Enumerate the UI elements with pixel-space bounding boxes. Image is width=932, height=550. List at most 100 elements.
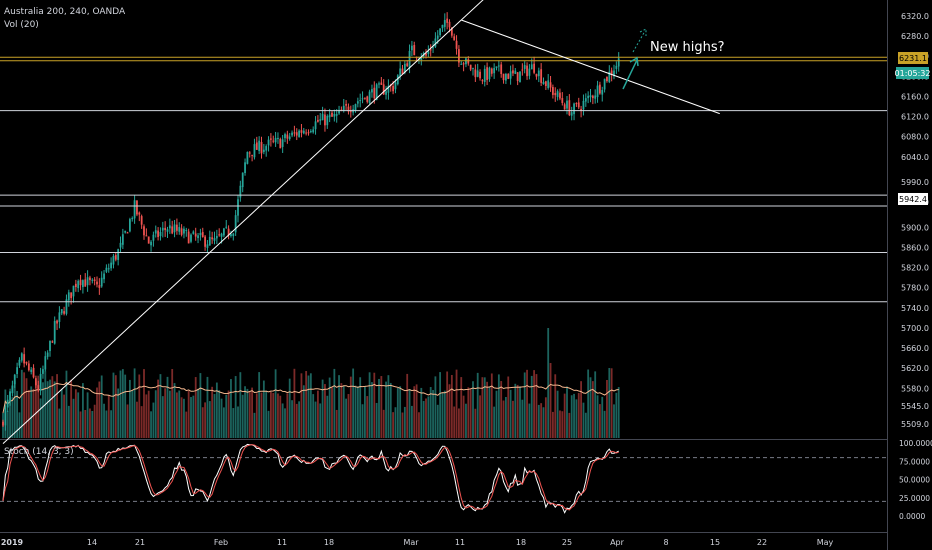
volume-bar [72, 398, 75, 438]
candle-body [368, 91, 371, 104]
candle-body [333, 113, 336, 117]
price-tick-label: 5780.0 [901, 284, 929, 293]
candle-body [549, 82, 552, 88]
current-price-label: 6231.1 [899, 54, 927, 63]
volume-bar [361, 404, 364, 438]
candle-body [326, 115, 329, 126]
volume-bar [241, 394, 244, 438]
candle-body [359, 99, 362, 101]
volume-bar [526, 369, 528, 438]
volume-bar [114, 375, 117, 438]
candle-body [277, 137, 279, 139]
volume-bar [298, 401, 300, 438]
volume-bar [70, 379, 73, 438]
volume-bar [37, 375, 40, 438]
trendlines[interactable] [2, 0, 720, 444]
volume-bar [213, 394, 216, 438]
candle-body [30, 369, 33, 372]
stoch-tick-label: 25.0000 [899, 494, 930, 503]
volume-bar [159, 374, 162, 438]
volume-bar [317, 390, 319, 438]
candle-body [60, 309, 63, 314]
ascending-trendline[interactable] [2, 0, 520, 444]
candle-body [82, 280, 84, 288]
volume-bar [460, 377, 463, 438]
price-tick-label: 5660.0 [901, 344, 929, 353]
volume-bar [502, 400, 505, 438]
candle-body [190, 234, 192, 242]
price-tick-label: 5580.0 [901, 384, 929, 393]
volume-bar [39, 398, 42, 438]
volume-bar [422, 401, 425, 438]
candle-body [493, 68, 496, 74]
volume-bar [220, 398, 223, 438]
volume-bar [232, 408, 235, 438]
candle-body [192, 231, 195, 234]
volume-bar [382, 409, 385, 438]
candle-body [371, 89, 373, 93]
volume-bar [411, 405, 413, 438]
symbol-legend[interactable]: Australia 200, 240, OANDA [4, 7, 126, 17]
candle-body [161, 227, 164, 231]
price-tick-label: 6280.0 [901, 32, 929, 41]
candle-body [284, 134, 286, 139]
volume-bar [371, 382, 373, 438]
candle-body [615, 65, 618, 69]
candle-body [86, 277, 89, 286]
volume-bar [495, 390, 498, 438]
candle-body [204, 236, 206, 247]
candle-body [526, 65, 528, 77]
candle-body [589, 95, 592, 98]
time-axis[interactable]: 2019 14 21 Feb 11 18 Mar 11 18 25 Apr 8 15 22 May [1, 538, 834, 547]
candle-body [542, 81, 545, 85]
volume-bar [342, 385, 345, 438]
volume-bar [328, 377, 331, 438]
volume-bar [509, 389, 512, 438]
annotation-arrow[interactable] [622, 28, 647, 90]
volume-bar [314, 401, 317, 438]
volume-bar [223, 407, 225, 438]
candle-body [213, 238, 216, 241]
candle-body [133, 200, 136, 219]
price-tick-label: 5700.0 [901, 324, 929, 333]
candle-body [580, 108, 582, 111]
candle-body [373, 87, 376, 99]
candle-body [500, 64, 503, 74]
time-tick-label: 18 [516, 538, 526, 547]
price-tick-label: 5990.0 [901, 178, 929, 187]
candle-body [495, 66, 498, 68]
stoch-legend[interactable]: Stoch (14, 3, 3) [4, 447, 74, 457]
volume-bar [117, 388, 120, 438]
candle-body [119, 242, 122, 248]
candle-body [234, 215, 237, 233]
volume-bar [129, 379, 131, 438]
candle-body [328, 114, 331, 118]
volume-bar [251, 387, 253, 438]
volume-bar [368, 372, 371, 438]
volume-bar [537, 404, 540, 438]
volume-bar [171, 369, 174, 438]
time-tick-label: Feb [214, 538, 228, 547]
volume-bar [56, 374, 58, 438]
descending-trendline[interactable] [461, 19, 720, 115]
candle-body [523, 65, 526, 69]
volume-bar [274, 369, 277, 438]
candle-body [599, 84, 601, 94]
candle-body [608, 71, 611, 82]
volume-bar [380, 376, 383, 438]
volume-bar [608, 368, 611, 438]
volume-legend[interactable]: Vol (20) [4, 20, 39, 30]
candle-body [375, 84, 378, 101]
price-tick-label: 6080.0 [901, 133, 929, 142]
candle-body [516, 72, 519, 82]
volume-bar [349, 376, 352, 438]
horizontal-levels[interactable] [0, 56, 887, 303]
volume-bar [479, 395, 481, 438]
volume-bar [30, 386, 33, 438]
volume-bar [505, 397, 507, 438]
stochastic-panel [0, 443, 887, 514]
volume-bar [613, 404, 615, 438]
time-tick-label: 8 [663, 538, 668, 547]
candle-body [77, 280, 80, 289]
